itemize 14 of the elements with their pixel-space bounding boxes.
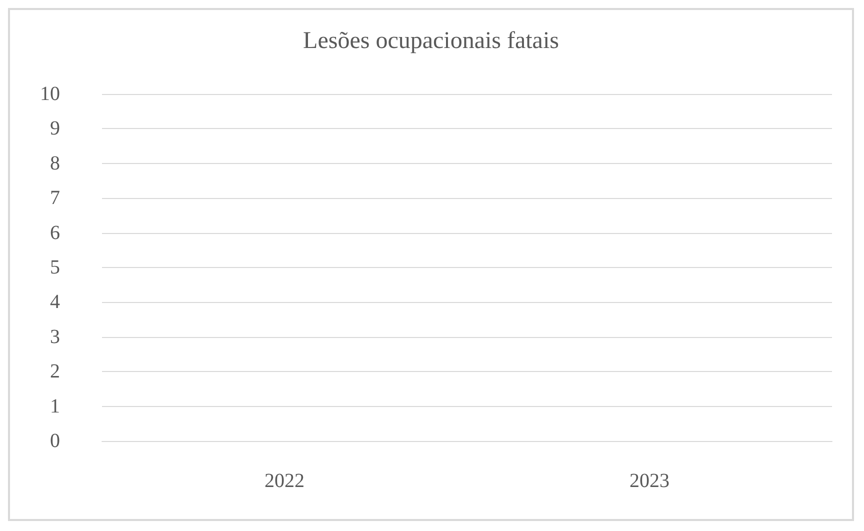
x-tick-label: 2022 (264, 470, 304, 492)
y-tick-label: 9 (50, 118, 60, 140)
y-tick-label: 6 (50, 222, 60, 244)
y-tick-label: 2 (50, 360, 60, 383)
y-tick-label: 10 (40, 83, 60, 105)
y-tick-label: 8 (50, 152, 60, 174)
y-tick-label: 5 (50, 256, 60, 278)
y-tick-label: 3 (50, 326, 60, 348)
y-tick-label: 1 (50, 395, 60, 418)
y-tick-label: 0 (50, 430, 60, 452)
chart-title: Lesões ocupacionais fatais (303, 28, 559, 54)
x-tick-label: 2023 (630, 470, 670, 492)
y-tick-label: 7 (50, 187, 60, 210)
y-tick-label: 4 (50, 291, 60, 314)
